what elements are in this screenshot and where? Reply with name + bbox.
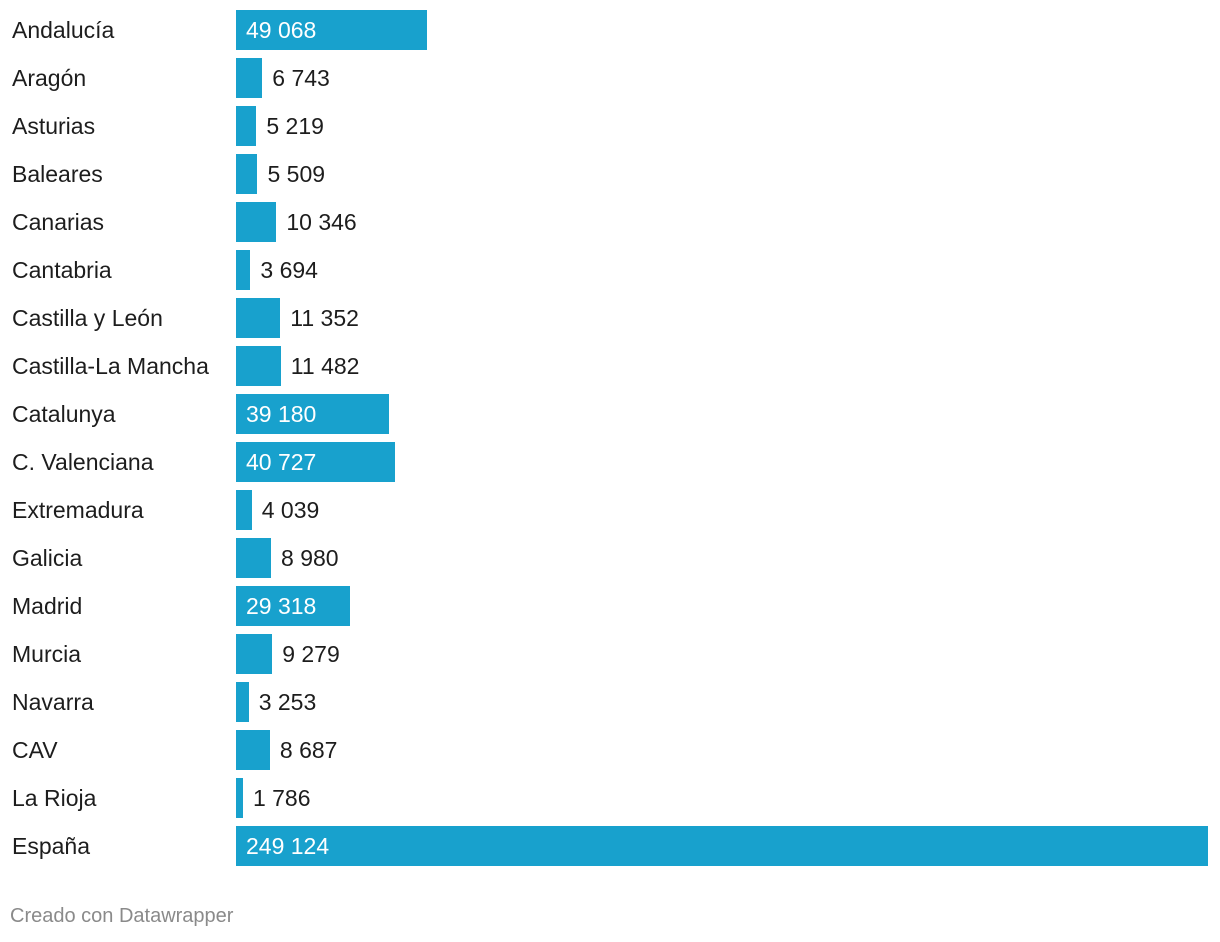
value-label: 10 346 <box>286 209 357 235</box>
bar-row: Castilla y León 11 352 <box>0 298 1220 338</box>
value-label: 8 687 <box>279 737 338 763</box>
bar-row: C. Valenciana 40 727 <box>0 442 1220 482</box>
value-label: 1 786 <box>252 785 311 811</box>
bar-row: Castilla-La Mancha 11 482 <box>0 346 1220 386</box>
value-label: 29 318 <box>246 593 317 619</box>
value-label: 4 039 <box>261 497 320 523</box>
bar-row: Extremadura 4 039 <box>0 490 1220 530</box>
category-label: Galicia <box>12 545 83 571</box>
bar <box>236 202 277 242</box>
bar <box>236 346 281 386</box>
bar-row: Andalucía 49 068 <box>0 10 1220 50</box>
category-label: La Rioja <box>12 785 97 811</box>
bar-row: Canarias 10 346 <box>0 202 1220 242</box>
bar <box>236 586 351 626</box>
bar-row: Navarra 3 253 <box>0 682 1220 722</box>
credit-text[interactable]: Creado con Datawrapper <box>10 905 234 927</box>
value-label: 8 980 <box>281 545 339 571</box>
bar-row: Cantabria 3 694 <box>0 250 1220 290</box>
value-label: 11 482 <box>290 353 360 379</box>
category-label: Aragón <box>12 65 87 91</box>
bar <box>236 730 270 770</box>
category-label: Asturias <box>12 113 96 139</box>
category-label: C. Valenciana <box>12 449 154 475</box>
category-label: Catalunya <box>12 401 116 427</box>
bar-row: Asturias 5 219 <box>0 106 1220 146</box>
value-label: 6 743 <box>272 65 330 91</box>
bar-row: La Rioja 1 786 <box>0 778 1220 818</box>
bar <box>236 442 395 482</box>
category-label: Canarias <box>12 209 105 235</box>
value-label: 39 180 <box>246 401 317 427</box>
bar-row: CAV 8 687 <box>0 730 1220 770</box>
bar-chart: Andalucía 49 068 Aragón 6 743 Asturias 5 219 B… <box>0 10 1220 866</box>
category-label: Navarra <box>12 689 94 715</box>
bar <box>236 490 252 530</box>
category-label: Cantabria <box>12 257 112 283</box>
category-label: Extremadura <box>12 497 144 523</box>
bar <box>236 10 428 50</box>
category-label: Andalucía <box>12 17 115 43</box>
value-label: 11 352 <box>290 305 359 331</box>
value-label: 3 253 <box>258 689 317 715</box>
bar <box>236 682 249 722</box>
bar <box>236 58 263 98</box>
value-label: 3 694 <box>260 257 318 283</box>
category-label: Murcia <box>12 641 82 667</box>
value-label: 5 509 <box>267 161 326 187</box>
bar <box>236 154 258 194</box>
bar <box>236 298 281 338</box>
category-label: Castilla y León <box>12 305 163 331</box>
bar-row: Madrid 29 318 <box>0 586 1220 626</box>
bar-row: Murcia 9 279 <box>0 634 1220 674</box>
bar <box>236 634 273 674</box>
category-label: Madrid <box>12 593 83 619</box>
bar <box>236 826 1208 866</box>
bar-row: Baleares 5 509 <box>0 154 1220 194</box>
bar <box>236 106 257 146</box>
bar-row: Galicia 8 980 <box>0 538 1220 578</box>
bar <box>236 538 272 578</box>
category-label: España <box>12 833 91 859</box>
bar-row: España 249 124 <box>0 826 1220 866</box>
value-label: 40 727 <box>246 449 317 475</box>
bar <box>236 778 243 818</box>
bar <box>236 250 251 290</box>
category-label: Baleares <box>12 161 103 187</box>
category-label: CAV <box>12 737 58 763</box>
bar-row: Catalunya 39 180 <box>0 394 1220 434</box>
value-label: 9 279 <box>282 641 340 667</box>
value-label: 5 219 <box>266 113 324 139</box>
category-label: Castilla-La Mancha <box>12 353 209 379</box>
value-label: 49 068 <box>246 17 317 43</box>
bar <box>236 394 389 434</box>
bar-row: Aragón 6 743 <box>0 58 1220 98</box>
value-label: 249 124 <box>246 833 330 859</box>
